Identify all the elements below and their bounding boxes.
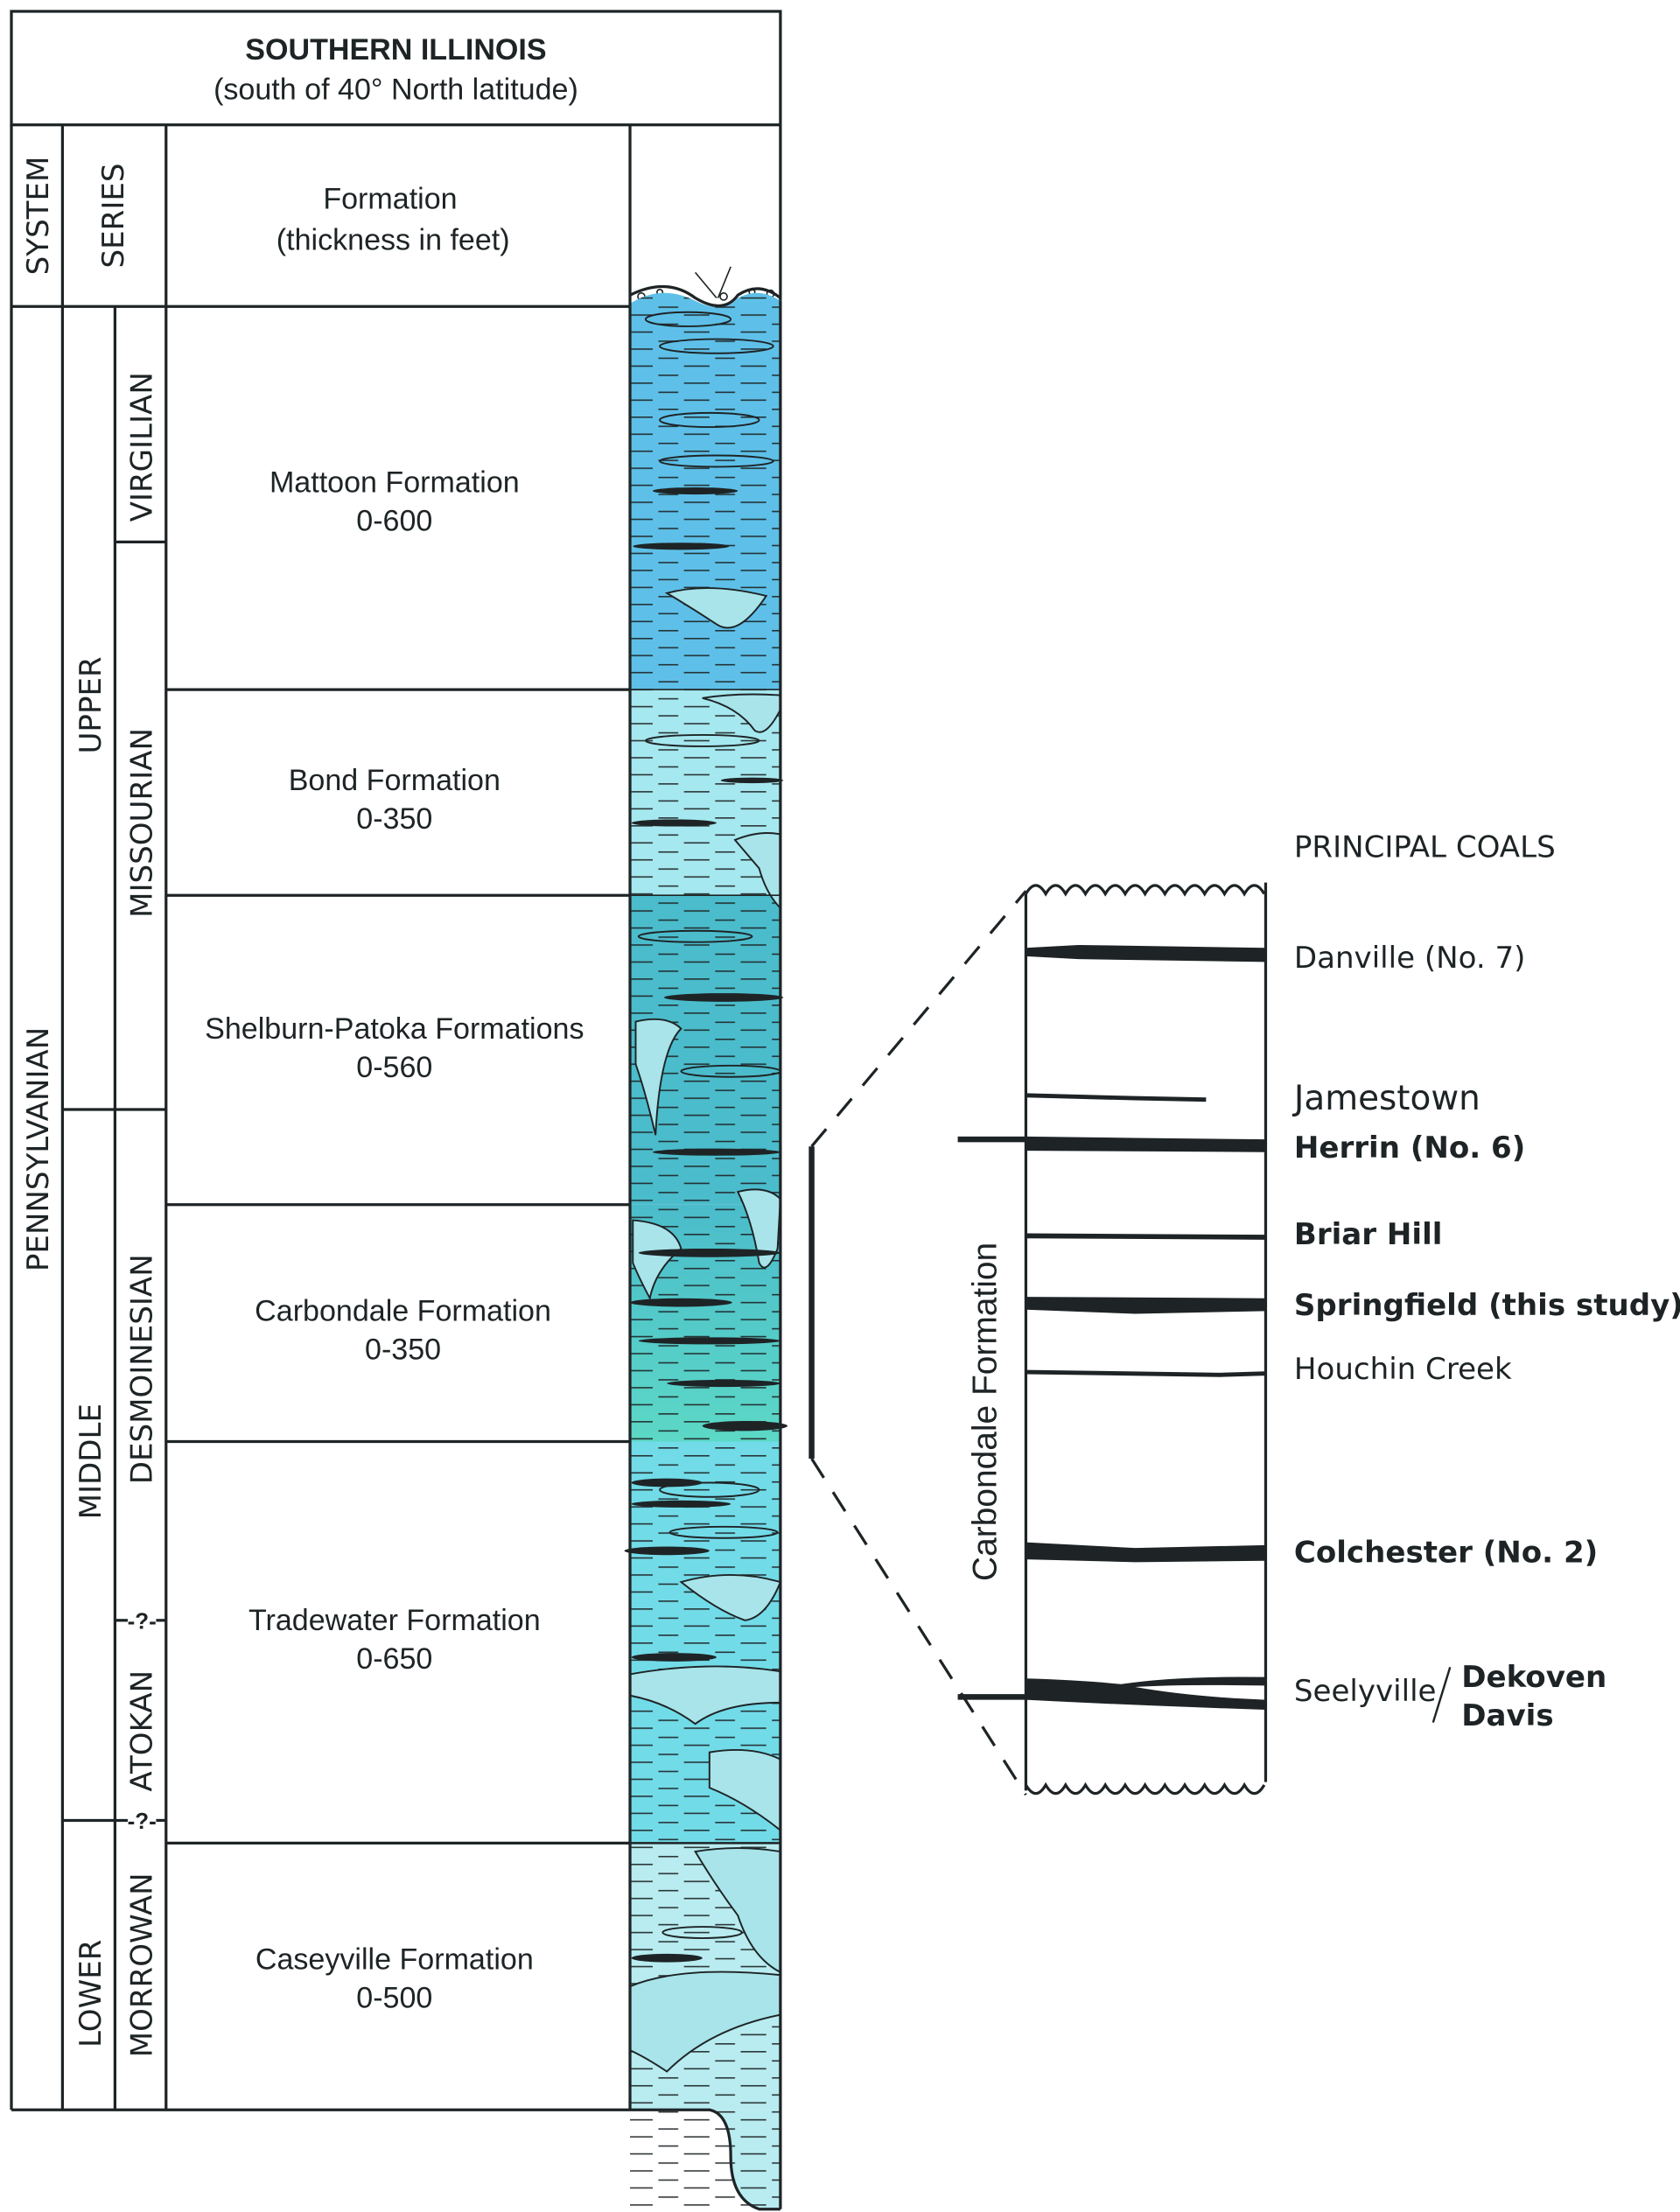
coal-label: Danville (No. 7) — [1294, 941, 1526, 976]
connector-dashed-line — [810, 890, 1027, 1148]
subtitle: (south of 40° North latitude) — [214, 74, 578, 107]
table-frame — [10, 10, 782, 2111]
formation-thickness: 0-350 — [356, 802, 432, 836]
slash-divider — [1432, 1666, 1452, 1723]
system-label: PENNSYLVANIAN — [21, 1027, 56, 1271]
formation-thickness: 0-500 — [356, 1981, 432, 2014]
coal-label: Davis — [1461, 1698, 1553, 1733]
lithology-column — [624, 266, 788, 2211]
coal-label: Briar Hill — [1294, 1217, 1443, 1252]
coal-label: Seelyville — [1294, 1674, 1437, 1709]
uncertain-boundary-marker: -?- — [128, 1810, 157, 1834]
stage-morrowan: MORROWAN — [125, 1872, 160, 2057]
formation-name: Bond Formation — [289, 764, 500, 797]
series-lower: LOWER — [74, 1940, 108, 2048]
formation-name: Shelburn-Patoka Formations — [205, 1012, 584, 1046]
coal-seam-seelyville — [957, 1676, 1266, 1710]
formation-name: Carbondale Formation — [255, 1295, 551, 1328]
inset-formation-label: Carbondale Formation — [966, 1242, 1004, 1581]
coal-label: Colchester (No. 2) — [1294, 1535, 1598, 1570]
principal-coals-heading: PRINCIPAL COALS — [1294, 830, 1556, 864]
coal-label: Jamestown — [1292, 1079, 1480, 1118]
coal-seam-colchester — [1026, 1542, 1266, 1563]
formation-labels: Mattoon Formation 0-600 Bond Formation 0… — [205, 466, 584, 2015]
stage-atokan: ATOKAN — [125, 1670, 160, 1792]
break-line — [1025, 884, 1266, 897]
coal-seam-briar-hill — [1026, 1233, 1266, 1240]
coal-seam-houchin-creek — [1026, 1369, 1266, 1377]
coal-label: Herrin (No. 6) — [1294, 1130, 1525, 1166]
stage-virgilian: VIRGILIAN — [125, 372, 160, 522]
formation-thickness: 0-600 — [356, 504, 432, 537]
break-line — [1025, 1782, 1266, 1796]
formation-header: Formation — [323, 182, 457, 215]
series-upper: UPPER — [74, 656, 108, 753]
uncertain-boundary-marker: -?- — [128, 1610, 157, 1634]
formation-name: Tradewater Formation — [248, 1604, 541, 1637]
coal-seam-herrin — [957, 1136, 1266, 1152]
series-middle: MIDDLE — [74, 1404, 108, 1519]
formation-header-sub: (thickness in feet) — [276, 223, 510, 256]
formation-thickness: 0-650 — [356, 1642, 432, 1676]
system-header: SYSTEM — [21, 157, 56, 276]
sandstone-lens-icon — [629, 587, 782, 2073]
formation-thickness: 0-350 — [365, 1333, 441, 1366]
coal-bed-icon — [624, 487, 788, 1963]
coal-seam-jamestown — [1026, 1093, 1207, 1102]
stage-desmoinesian: DESMOINESIAN — [125, 1254, 160, 1484]
coal-seam-springfield — [1026, 1297, 1266, 1314]
series-header: SERIES — [96, 163, 131, 268]
principal-coals-inset — [957, 882, 1268, 1796]
connector-dashed-line — [810, 1458, 1027, 1796]
coal-label: Springfield (this study) — [1294, 1288, 1680, 1323]
stage-missourian: MISSOURIAN — [125, 728, 160, 918]
coal-label: Dekoven — [1461, 1660, 1606, 1695]
title: SOUTHERN ILLINOIS — [245, 33, 546, 66]
formation-thickness: 0-560 — [356, 1051, 432, 1084]
formation-name: Mattoon Formation — [270, 466, 520, 500]
coal-seam-danville — [1026, 944, 1266, 962]
coal-label: Houchin Creek — [1294, 1352, 1512, 1387]
formation-name: Caseyville Formation — [256, 1943, 534, 1977]
